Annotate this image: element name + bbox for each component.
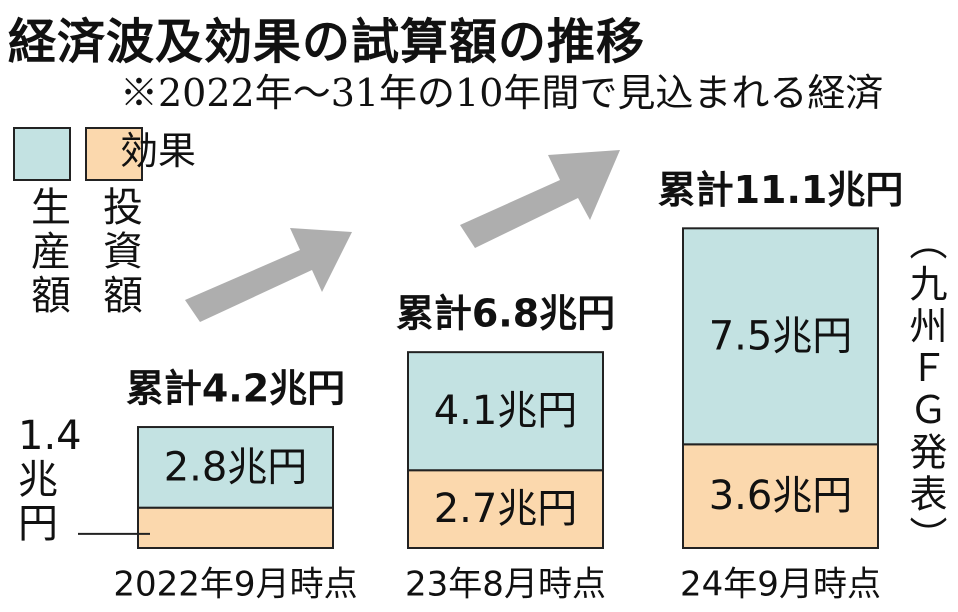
bar-segment (137, 426, 334, 509)
value-label: 3.6兆円 (709, 473, 853, 519)
trend-arrow (185, 228, 352, 322)
value-label: 2.8兆円 (164, 444, 308, 490)
total-label: 累計11.1兆円 (658, 168, 904, 212)
bar-segment (407, 469, 604, 549)
trend-arrow (460, 150, 620, 248)
total-label: 累計4.2兆円 (126, 367, 345, 411)
x-tick-label: 2022年9月時点 (113, 565, 357, 605)
value-label: 4.1兆円 (434, 388, 578, 434)
x-tick-label: 24年9月時点 (680, 565, 881, 605)
bar-segment (682, 227, 879, 446)
value-label: 2.7兆円 (434, 486, 578, 532)
bar-segment (407, 351, 604, 472)
legend-swatch (85, 127, 143, 181)
bar-segment (137, 506, 334, 549)
value-label: 1.4兆円 (18, 412, 82, 547)
source: （九州ＦＧ発表） (903, 222, 947, 558)
total-label: 累計6.8兆円 (396, 292, 615, 336)
bar-segment (682, 443, 879, 550)
legend-label: 生産額 (24, 186, 70, 318)
chart-subtitle: ※2022年～31年の10年間で見込まれる経済効果 (120, 71, 884, 173)
x-tick-label: 23年8月時点 (405, 565, 606, 605)
legend-label: 投資額 (96, 186, 142, 318)
legend-swatch (13, 127, 71, 181)
chart-title: 経済波及効果の試算額の推移 (8, 14, 646, 70)
value-label: 7.5兆円 (709, 313, 853, 359)
